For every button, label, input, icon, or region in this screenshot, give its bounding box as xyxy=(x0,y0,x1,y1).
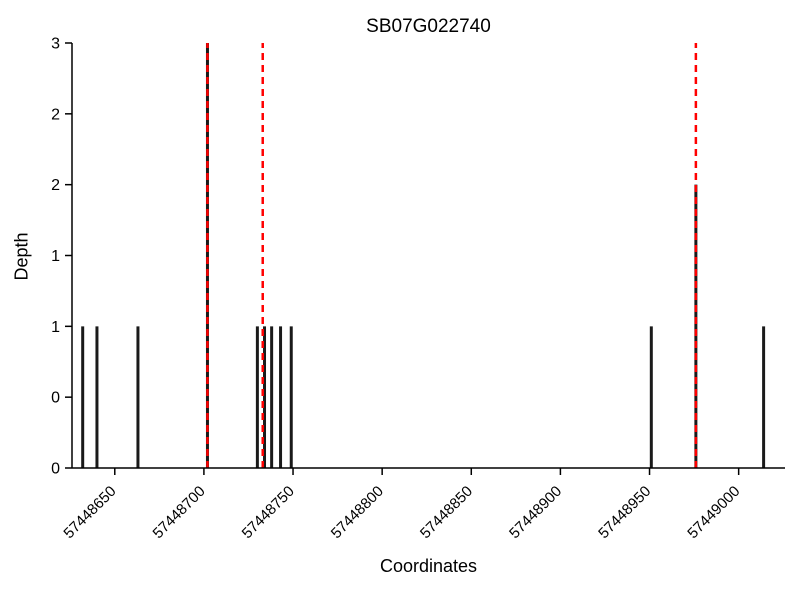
y-tick-label: 2 xyxy=(51,106,60,123)
y-tick-label: 1 xyxy=(51,248,60,265)
x-tick-label: 57448950 xyxy=(595,483,654,542)
x-tick-label: 57448800 xyxy=(328,483,387,542)
x-axis-label: Coordinates xyxy=(379,556,478,576)
y-tick-label: 0 xyxy=(51,461,60,478)
x-tick-label: 57448700 xyxy=(150,483,209,542)
chart-title: SB07G022740 xyxy=(366,16,491,37)
x-tick-label: 57448850 xyxy=(417,483,476,542)
x-tick-label: 57448900 xyxy=(506,483,565,542)
y-tick-label: 0 xyxy=(51,390,60,407)
x-tick-label: 57448750 xyxy=(239,483,298,542)
y-tick-label: 3 xyxy=(51,36,60,53)
x-tick-label: 57448650 xyxy=(60,483,119,542)
y-tick-label: 2 xyxy=(51,177,60,194)
y-tick-label: 1 xyxy=(51,319,60,336)
x-tick-label: 57449000 xyxy=(684,483,743,542)
